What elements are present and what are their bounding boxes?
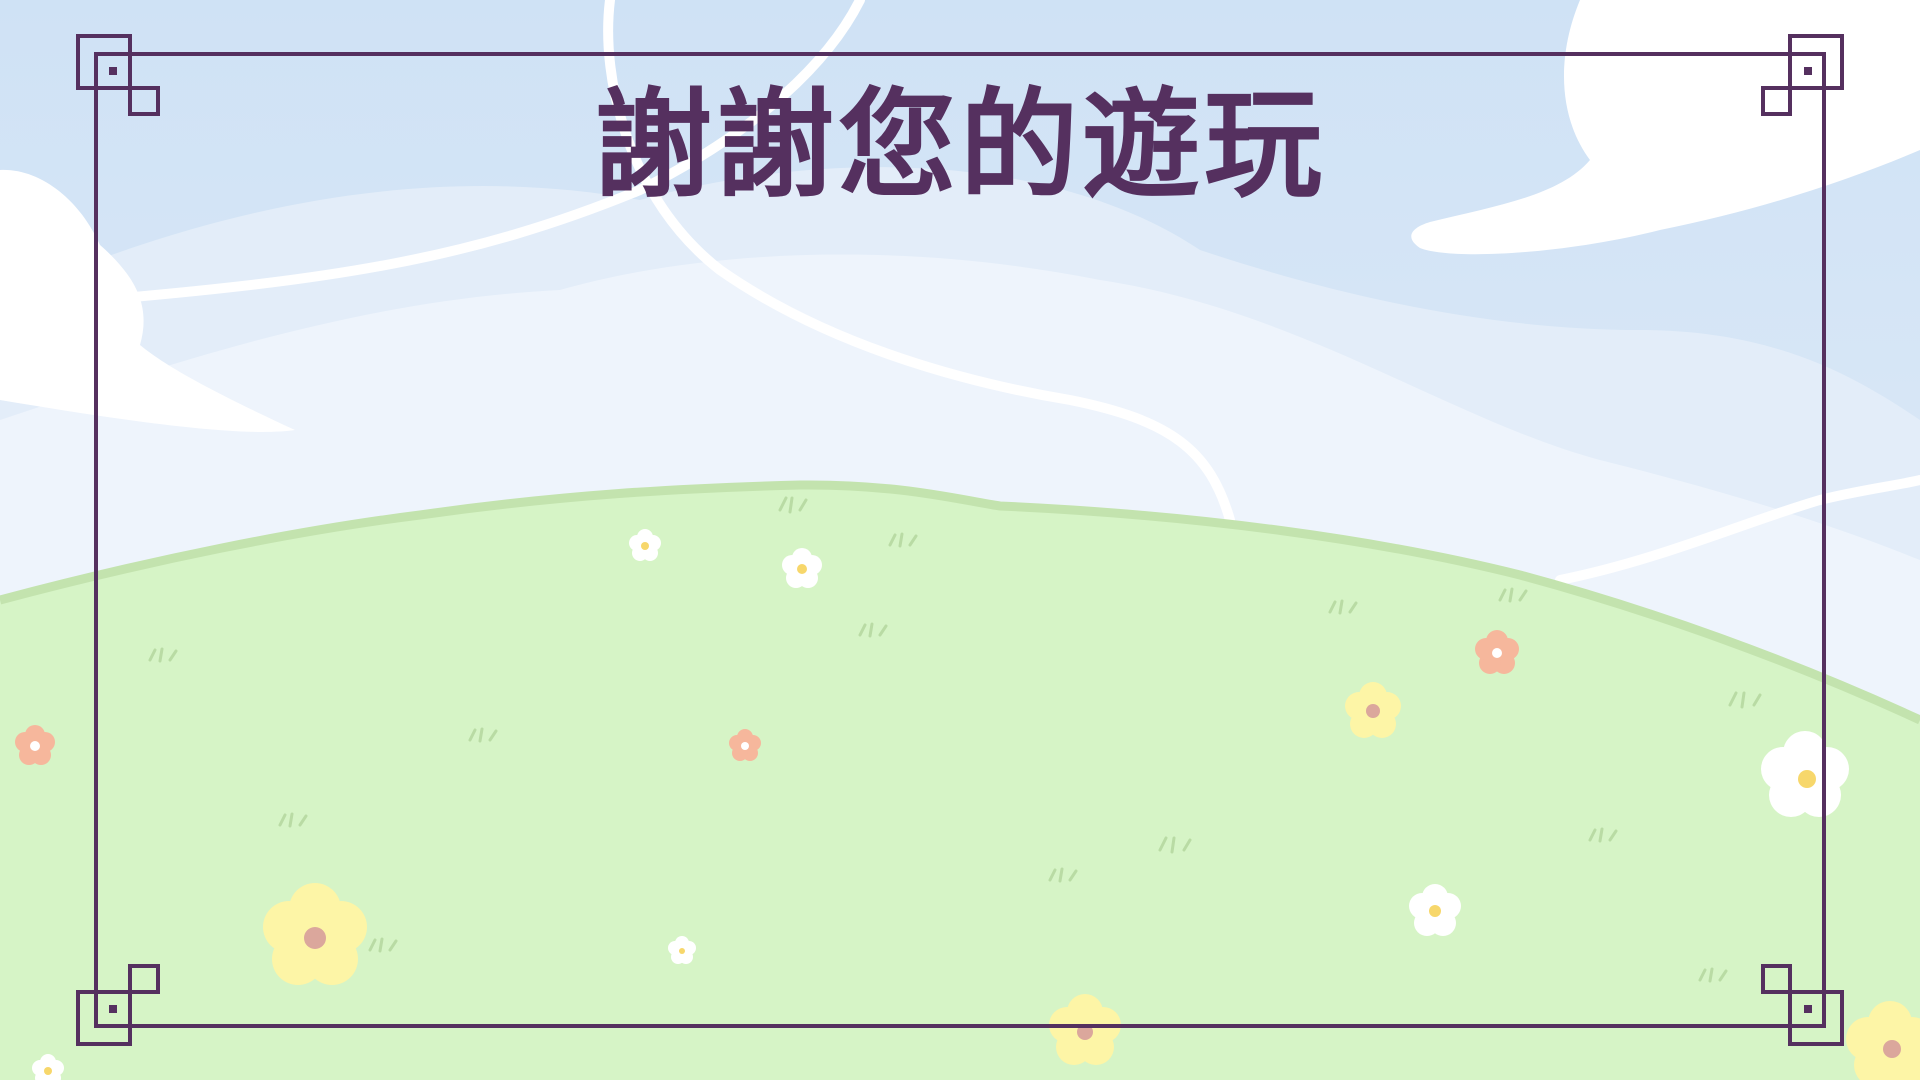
grass-tufts (148, 496, 1762, 983)
decorative-frame (76, 34, 1844, 1046)
cloud-right (1411, 0, 1920, 255)
flowers (15, 529, 1920, 1080)
grass-tuft-icon (1328, 599, 1358, 615)
grass-tuft-icon (1048, 867, 1078, 883)
cloud-left (0, 169, 295, 432)
wind-line (603, 0, 1235, 525)
flower-icon (1846, 1001, 1920, 1080)
flower-icon (1475, 630, 1519, 674)
square-knot-corner-icon (1761, 964, 1844, 1046)
grass-tuft-icon (468, 727, 498, 743)
grass-tuft-icon (778, 496, 808, 514)
square-knot-corner-icon (76, 34, 160, 116)
grass-tuft-icon (1728, 691, 1762, 709)
wind-line (95, 0, 865, 305)
grass-tuft-icon (1498, 587, 1528, 603)
wind-line (1555, 475, 1920, 585)
page-title: 謝謝您的遊玩 (593, 76, 1326, 214)
flower-icon (263, 883, 367, 985)
flower-icon (1409, 884, 1461, 936)
flower-icon (1761, 731, 1849, 817)
grass-tuft-icon (1698, 967, 1728, 983)
grass-tuft-icon (888, 532, 918, 548)
grass-tuft-icon (368, 937, 398, 953)
square-knot-corner-icon (76, 964, 160, 1046)
grass-tuft-icon (278, 812, 308, 828)
flower-icon (1049, 994, 1121, 1065)
grass-tuft-icon (1158, 836, 1192, 854)
flower-icon (629, 529, 661, 561)
square-knot-corner-icon (1761, 34, 1844, 116)
grass-tuft-icon (1588, 827, 1618, 843)
flower-icon (782, 548, 822, 588)
flower-icon (32, 1054, 64, 1080)
flower-icon (15, 725, 55, 765)
flower-icon (1345, 682, 1401, 738)
flower-icon (729, 729, 761, 761)
frame-border (94, 52, 1826, 1028)
grass-tuft-icon (858, 622, 888, 638)
flower-icon (668, 936, 696, 964)
grass-tuft-icon (148, 647, 178, 663)
hill-edge (0, 480, 1920, 725)
